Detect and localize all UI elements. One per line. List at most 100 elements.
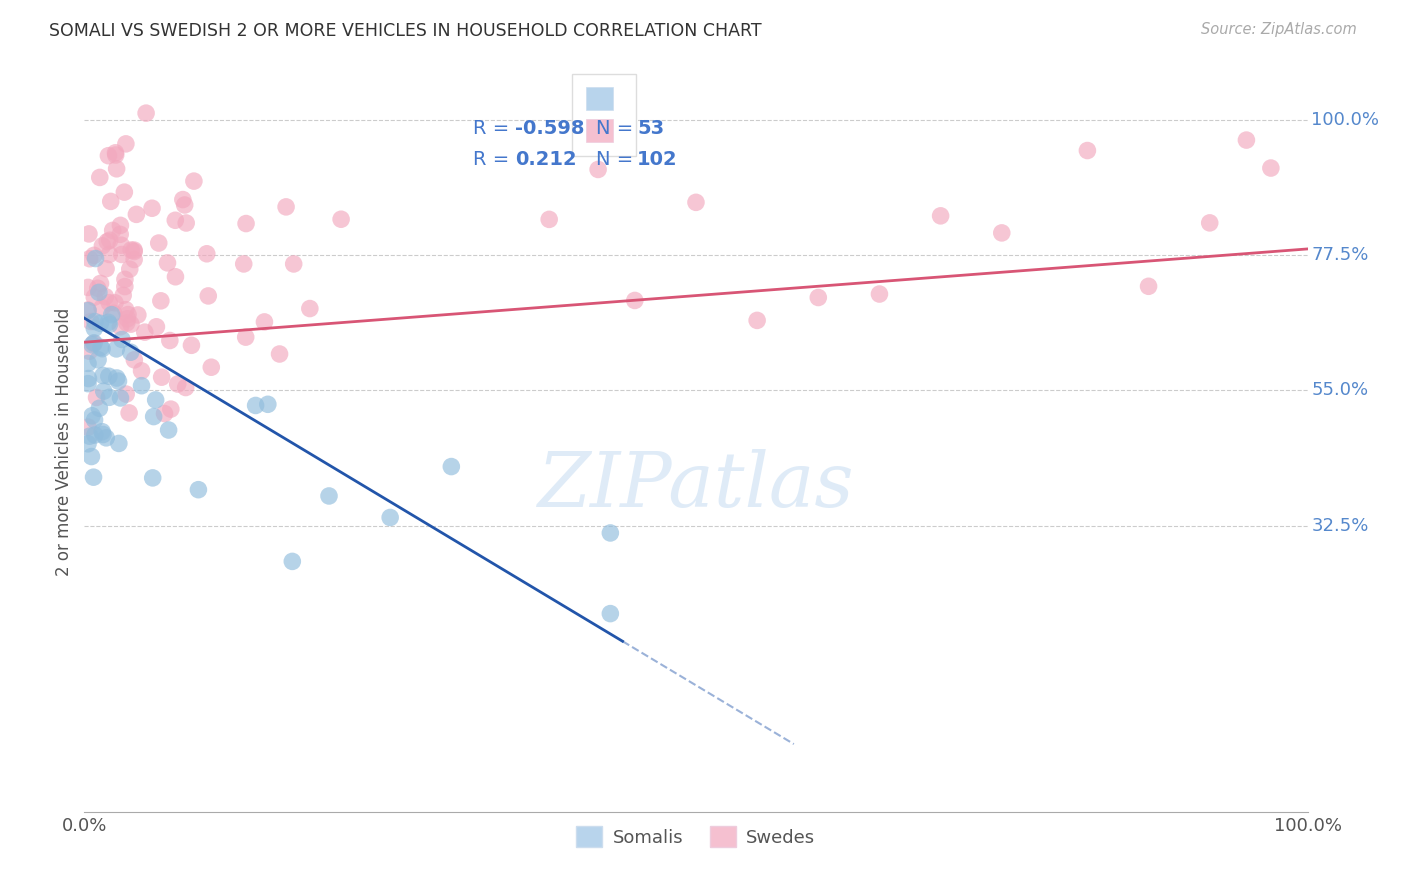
Point xyxy=(195,247,218,261)
Point xyxy=(89,277,111,291)
Point xyxy=(991,226,1014,240)
Point xyxy=(153,407,176,421)
Point xyxy=(125,207,148,221)
Text: 55.0%: 55.0% xyxy=(1312,382,1368,400)
Point xyxy=(89,316,111,330)
Point xyxy=(1076,144,1098,158)
Point xyxy=(197,289,219,303)
Text: 53: 53 xyxy=(637,120,665,138)
Point xyxy=(141,201,163,215)
Point xyxy=(747,313,769,327)
Point xyxy=(110,238,132,252)
Point xyxy=(599,525,621,540)
Point xyxy=(174,216,197,230)
Point xyxy=(145,319,167,334)
Point xyxy=(115,316,138,330)
Point xyxy=(269,347,291,361)
Point xyxy=(112,185,135,199)
Point xyxy=(120,345,142,359)
Point xyxy=(142,409,165,424)
Point xyxy=(108,227,131,242)
Point xyxy=(142,471,165,485)
Point xyxy=(91,368,114,383)
Point xyxy=(100,194,122,209)
Point xyxy=(624,293,647,308)
Point xyxy=(77,303,100,318)
Point xyxy=(245,399,267,413)
Point xyxy=(90,340,112,354)
Point xyxy=(104,145,127,160)
Point xyxy=(114,272,136,286)
Point xyxy=(159,334,181,348)
Point xyxy=(98,247,121,261)
Point xyxy=(80,450,103,464)
Point xyxy=(100,308,122,322)
Point xyxy=(183,174,205,188)
Point xyxy=(105,161,128,176)
Point xyxy=(82,338,104,352)
Point xyxy=(135,106,157,120)
Point xyxy=(105,342,128,356)
Point xyxy=(807,291,830,305)
Y-axis label: 2 or more Vehicles in Household: 2 or more Vehicles in Household xyxy=(55,308,73,575)
Point xyxy=(1198,216,1220,230)
Point xyxy=(77,376,100,391)
Point xyxy=(80,314,103,328)
Point xyxy=(97,369,120,384)
Point xyxy=(131,378,153,392)
Text: R =: R = xyxy=(474,120,516,138)
Point xyxy=(110,391,132,405)
Point xyxy=(253,315,276,329)
Point xyxy=(318,489,340,503)
Point xyxy=(281,554,304,568)
Point xyxy=(108,436,131,450)
Point xyxy=(91,239,114,253)
Point xyxy=(79,252,101,266)
Point xyxy=(117,308,139,322)
Point xyxy=(83,290,105,304)
Text: ZIPatlas: ZIPatlas xyxy=(537,449,855,523)
Point xyxy=(83,335,105,350)
Point xyxy=(180,338,202,352)
Point xyxy=(599,607,621,621)
Text: R =: R = xyxy=(474,151,516,169)
Legend: Somalis, Swedes: Somalis, Swedes xyxy=(569,819,823,855)
Point xyxy=(440,459,463,474)
Point xyxy=(91,342,114,356)
Point xyxy=(77,280,100,294)
Text: 0.212: 0.212 xyxy=(515,151,576,169)
Point xyxy=(104,148,127,162)
Text: Source: ZipAtlas.com: Source: ZipAtlas.com xyxy=(1201,22,1357,37)
Point xyxy=(111,333,134,347)
Point xyxy=(298,301,321,316)
Point xyxy=(131,364,153,378)
Point xyxy=(96,431,118,445)
Point xyxy=(101,223,124,237)
Point xyxy=(166,377,188,392)
Point xyxy=(156,256,179,270)
Point xyxy=(111,247,134,261)
Text: 102: 102 xyxy=(637,151,678,169)
Point xyxy=(91,301,114,315)
Point xyxy=(685,195,707,210)
Point xyxy=(122,243,145,257)
Point xyxy=(84,252,107,266)
Point xyxy=(122,244,145,259)
Point xyxy=(122,252,145,267)
Point xyxy=(112,288,135,302)
Point xyxy=(98,233,121,247)
Point xyxy=(103,306,125,320)
Point xyxy=(120,243,142,257)
Point xyxy=(83,248,105,262)
Point xyxy=(105,371,128,385)
Point xyxy=(134,325,156,339)
Text: 32.5%: 32.5% xyxy=(1312,516,1368,535)
Point xyxy=(120,317,142,331)
Text: N =: N = xyxy=(596,120,640,138)
Point xyxy=(127,308,149,322)
Text: 77.5%: 77.5% xyxy=(1312,246,1368,264)
Point xyxy=(98,390,121,404)
Point xyxy=(114,279,136,293)
Point xyxy=(77,227,100,241)
Point xyxy=(84,314,107,328)
